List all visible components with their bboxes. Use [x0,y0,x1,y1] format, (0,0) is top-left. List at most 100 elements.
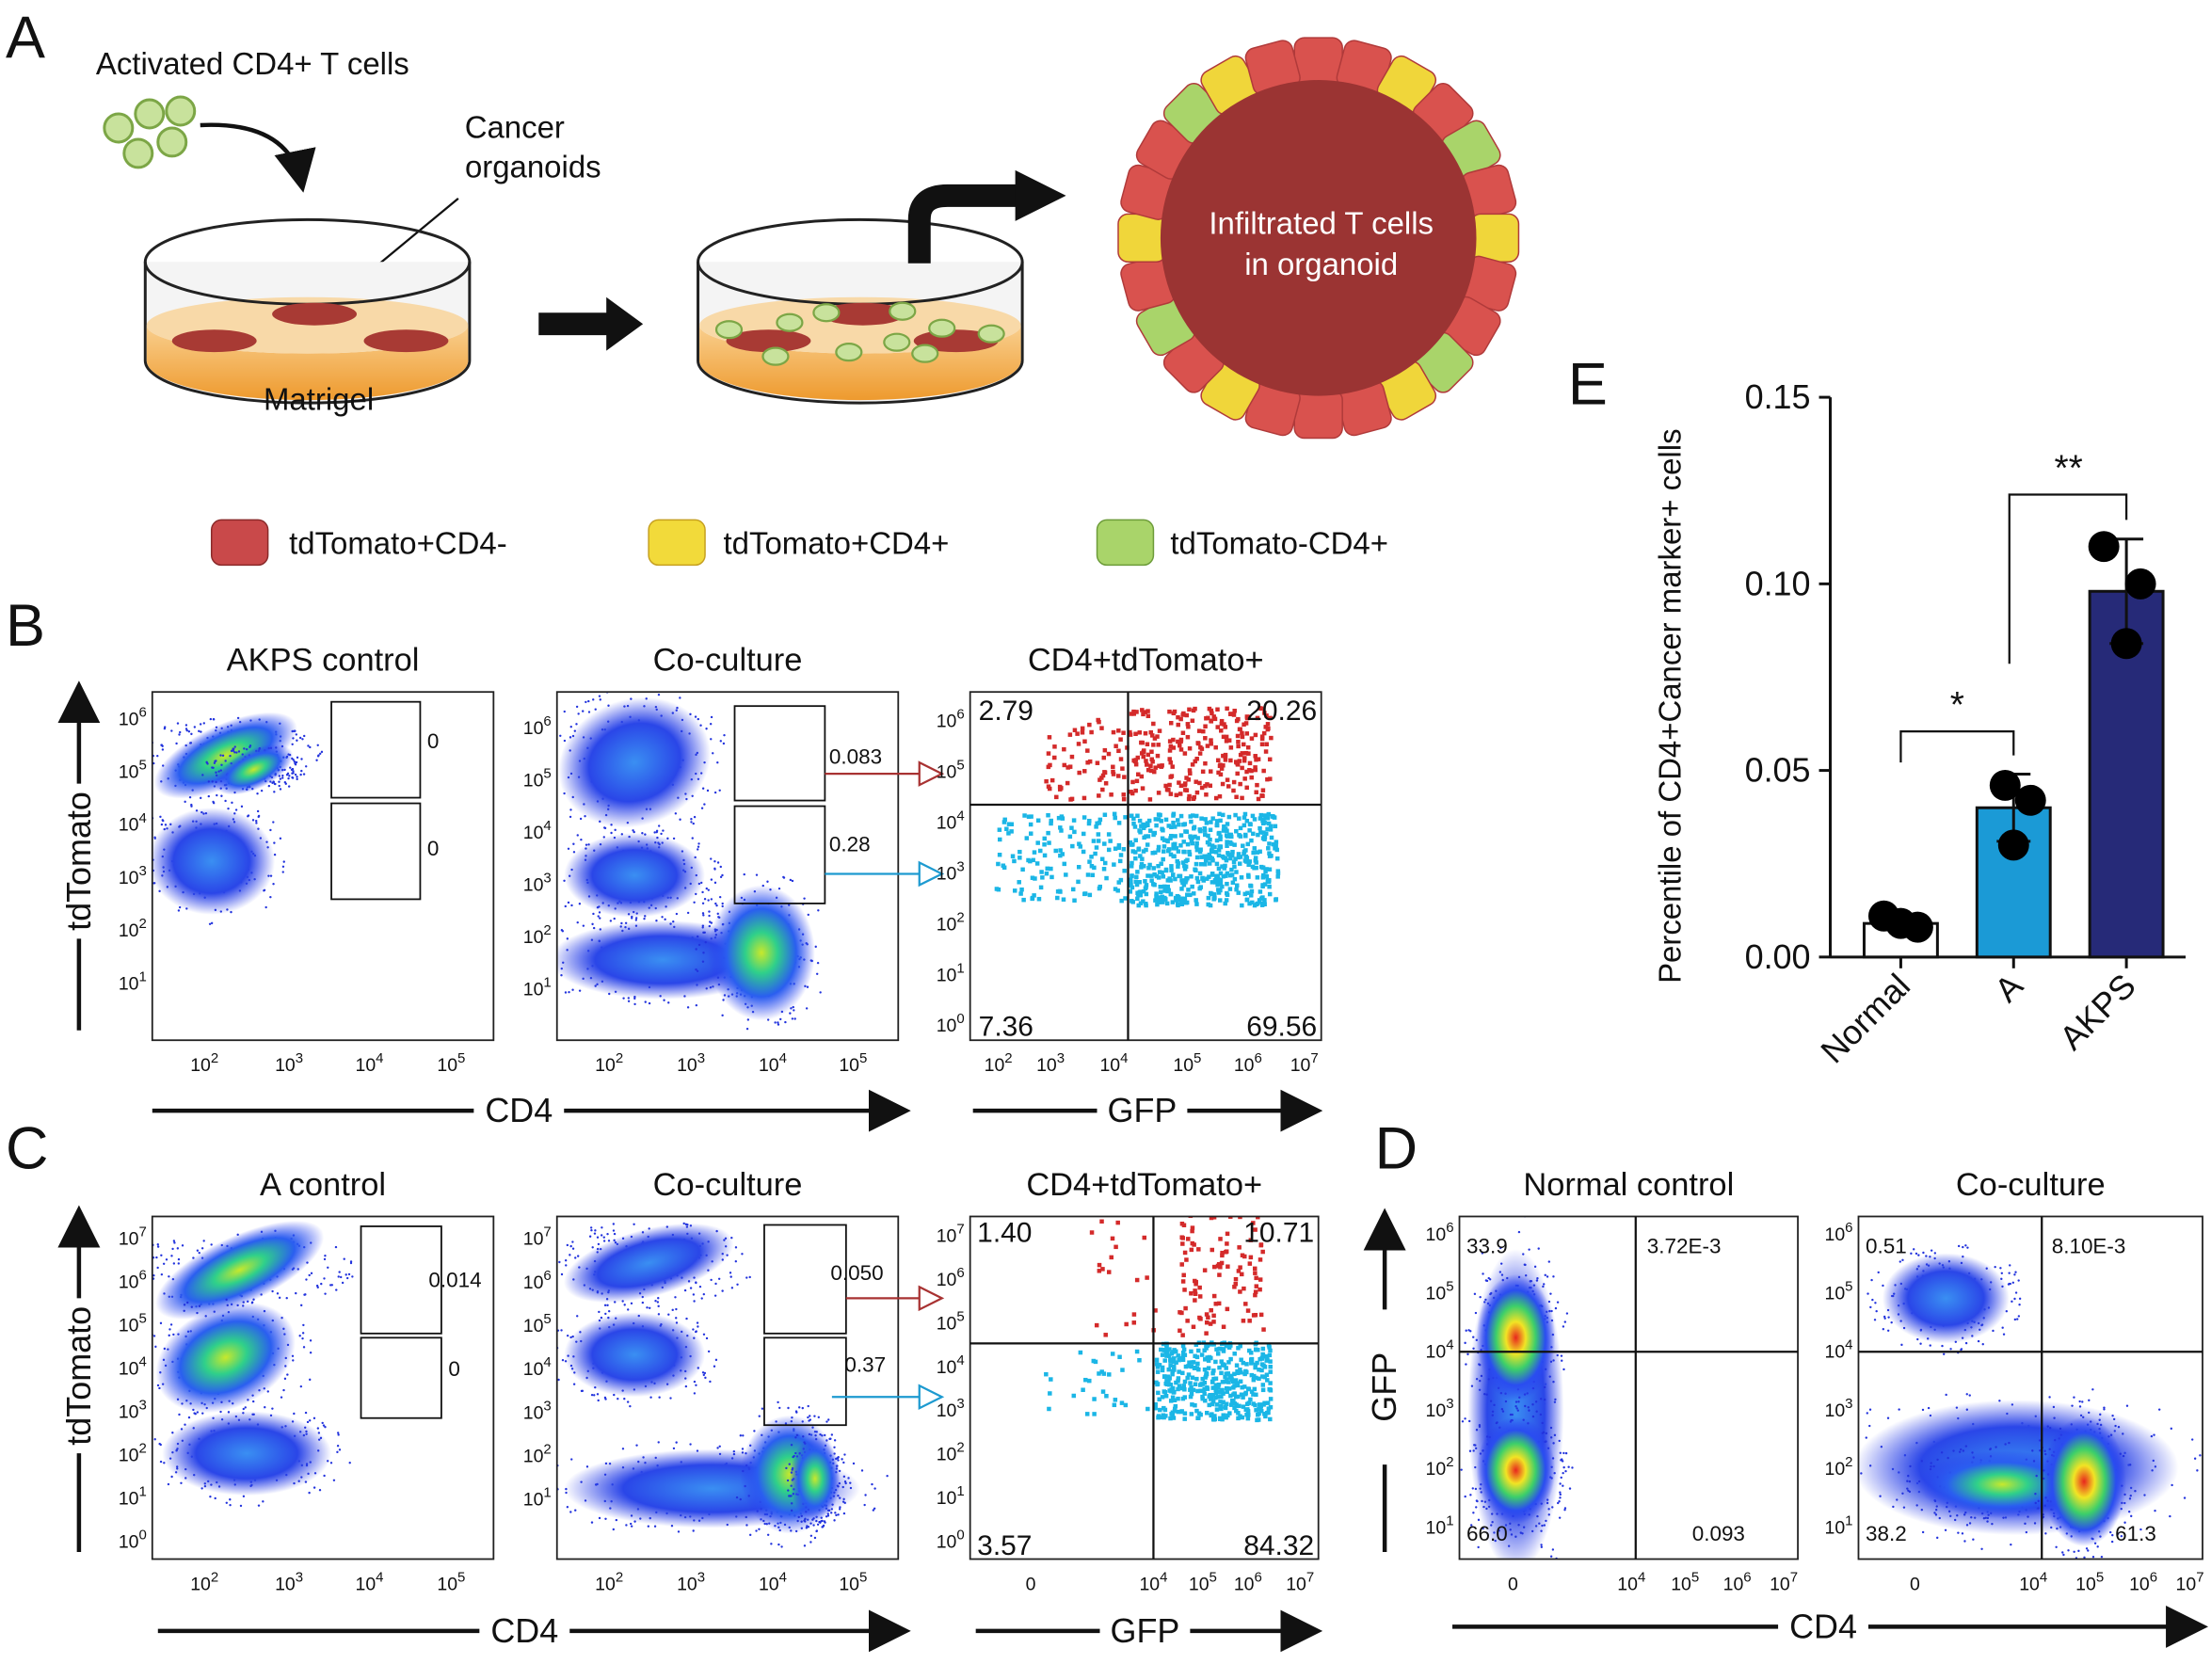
event-dot [148,1361,150,1363]
event-square [1179,1262,1184,1267]
event-square [1159,861,1163,867]
event-square [1120,766,1125,771]
event-dot [685,1317,688,1320]
event-dot [809,1541,812,1544]
gate-value: 0.014 [428,1268,481,1291]
event-dot [1554,1306,1558,1310]
event-dot [719,865,722,869]
event-square [1173,1403,1178,1409]
tick-base: 10 [119,815,139,836]
tick-base: 10 [937,1313,957,1334]
event-square [1244,897,1250,903]
event-dot [693,815,697,819]
event-square [1165,884,1171,889]
event-square [1133,850,1138,855]
event-square [1147,797,1153,802]
event-square [1145,762,1149,767]
event-square [1169,868,1174,872]
event-square [1019,887,1024,892]
event-dot [779,1017,782,1021]
event-square [1047,840,1051,845]
event-dot [1919,1342,1922,1345]
event-dot [1899,1260,1901,1263]
event-dot [1504,1571,1506,1573]
event-dot [627,1308,630,1311]
event-dot [807,1416,809,1419]
tick-label: 104 [937,1352,965,1378]
event-square [1154,894,1159,899]
tick-base: 10 [1426,1283,1447,1304]
event-dot [780,1545,783,1548]
event-dot [240,805,244,808]
event-square [1254,860,1258,865]
event-square [1228,1211,1232,1215]
event-square [1274,897,1278,902]
event-square [1237,1403,1242,1409]
event-square [1233,1378,1239,1383]
event-square [1221,1413,1226,1417]
event-square [1220,781,1226,787]
tick-base: 10 [119,1272,139,1293]
event-square [1258,1405,1263,1411]
event-dot [697,943,701,947]
event-square [1237,1245,1242,1250]
event-square [1194,898,1198,903]
event-dot [1549,1555,1553,1558]
event-square [1176,861,1180,866]
event-square [1244,1369,1249,1375]
event-dot [559,734,562,737]
event-square [1269,835,1274,840]
event-square [1215,1263,1221,1269]
event-square [1247,1319,1252,1323]
event-square [1242,858,1248,863]
event-square [1169,1388,1174,1394]
event-square [1042,853,1048,858]
event-dot [634,919,638,921]
event-square [1264,867,1269,872]
event-dot [1469,1524,1473,1527]
event-square [1275,874,1280,879]
event-square [1143,710,1148,714]
event-square [1116,845,1121,850]
tick-exp: 5 [457,1050,465,1066]
event-square [1199,816,1204,821]
event-square [1226,1413,1230,1418]
event-square [1195,879,1201,885]
event-square [1258,849,1262,855]
event-square [1047,735,1052,740]
event-square [1233,1394,1239,1400]
event-square [1188,834,1193,839]
event-dot [281,776,284,779]
event-dot [568,990,570,994]
tick-exp: 3 [543,1398,551,1414]
organoid-label: Cancer [465,109,565,144]
event-square [1020,867,1025,872]
event-square [1226,1380,1231,1384]
event-dot [341,1281,344,1285]
tick-label: 101 [937,960,965,985]
event-dot [1474,1447,1478,1450]
event-dot [338,1271,341,1273]
event-square [1234,1363,1240,1368]
event-dot [327,1266,329,1269]
event-square [1182,1379,1188,1384]
event-square [1205,1355,1210,1360]
event-dot [834,1512,837,1514]
event-square [1119,898,1124,904]
event-dot [606,1304,609,1307]
event-square [1198,1388,1203,1393]
event-dot [576,1315,579,1318]
tick-base: 10 [937,965,957,985]
event-square [1212,1385,1218,1390]
event-dot [707,899,710,902]
gate-arrow-head [918,860,945,888]
event-square [1191,796,1196,802]
tick-base: 10 [119,1446,139,1466]
event-square [1253,767,1258,773]
event-dot [825,1420,828,1423]
event-dot [702,1333,706,1336]
event-square [1212,1416,1217,1422]
event-square [1044,778,1049,784]
event-square [1134,778,1140,784]
tick-label: 101 [523,974,552,1000]
